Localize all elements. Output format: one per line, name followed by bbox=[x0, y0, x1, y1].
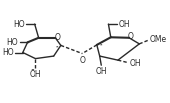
Text: HO: HO bbox=[13, 20, 25, 29]
Text: OMe: OMe bbox=[150, 35, 167, 44]
Text: '': '' bbox=[99, 43, 103, 48]
Text: OH: OH bbox=[119, 20, 130, 29]
Text: O: O bbox=[54, 33, 60, 42]
Text: OH: OH bbox=[96, 67, 107, 76]
Text: O: O bbox=[80, 56, 86, 65]
Text: ŌH: ŌH bbox=[30, 70, 41, 79]
Text: O: O bbox=[127, 32, 133, 42]
Text: OH: OH bbox=[130, 59, 141, 68]
Text: HO: HO bbox=[7, 38, 18, 47]
Text: '': '' bbox=[56, 45, 60, 50]
Text: HO: HO bbox=[2, 48, 14, 57]
